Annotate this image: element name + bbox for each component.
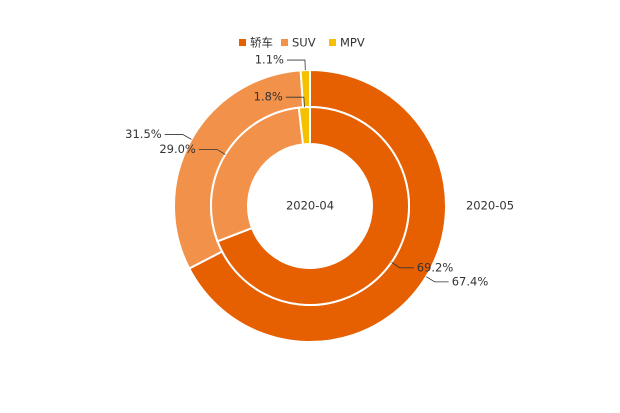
leader-line — [285, 96, 305, 108]
leader-line — [198, 148, 226, 155]
data-label: 1.1% — [255, 53, 284, 67]
data-label: 69.2% — [417, 260, 454, 274]
data-label: 29.0% — [159, 142, 196, 156]
donut-slice — [299, 68, 311, 109]
legend-marker — [329, 39, 336, 46]
leader-line — [164, 134, 192, 140]
legend-marker — [239, 39, 246, 46]
donut-slice — [216, 105, 410, 306]
leader-line — [391, 261, 414, 269]
data-label: 67.4% — [452, 274, 489, 288]
donut-slice — [297, 105, 311, 146]
data-label: 31.5% — [125, 127, 162, 141]
series-label: 2020-05 — [466, 199, 514, 213]
legend-label: MPV — [340, 36, 365, 50]
leader-line — [425, 276, 449, 283]
leader-line — [286, 59, 306, 71]
data-label: 1.8% — [254, 90, 283, 104]
legend-label: 轿车 — [250, 36, 273, 50]
legend-marker — [281, 39, 288, 46]
series-label: 2020-04 — [286, 199, 334, 213]
legend-label: SUV — [292, 36, 316, 50]
